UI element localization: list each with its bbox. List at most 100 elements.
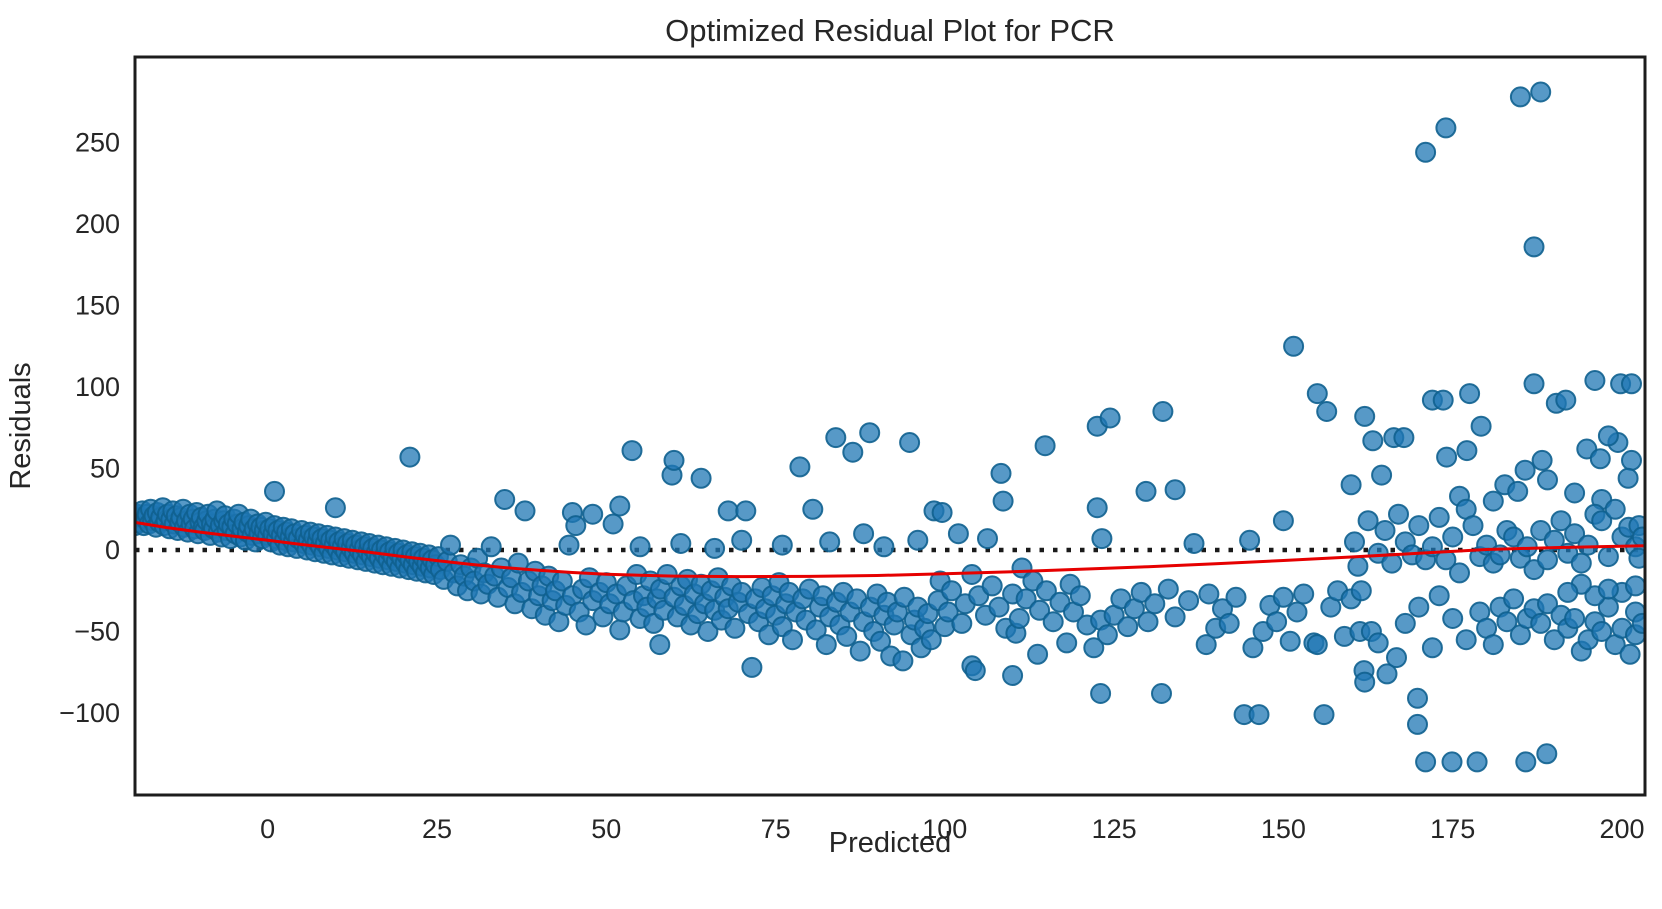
data-point xyxy=(1462,515,1484,537)
data-point xyxy=(1537,469,1558,491)
data-point xyxy=(1239,529,1261,551)
data-point xyxy=(1628,547,1645,569)
data-point xyxy=(988,596,1010,618)
data-point xyxy=(741,656,763,678)
data-point xyxy=(1421,637,1443,659)
data-point xyxy=(853,523,875,545)
x-tick-label: 175 xyxy=(1430,814,1475,844)
data-point xyxy=(1306,634,1328,656)
data-point xyxy=(1591,621,1613,642)
data-point xyxy=(1293,583,1315,605)
data-point xyxy=(1537,549,1558,571)
data-point xyxy=(873,536,895,558)
data-point xyxy=(947,523,969,545)
data-point xyxy=(805,619,827,641)
data-point xyxy=(937,601,959,623)
data-point xyxy=(1272,510,1294,532)
data-point xyxy=(1164,606,1186,628)
data-point xyxy=(1035,580,1057,602)
data-point xyxy=(1135,480,1157,502)
data-point xyxy=(575,614,597,636)
data-point xyxy=(892,650,914,672)
data-point xyxy=(1597,578,1619,600)
data-point xyxy=(782,629,803,651)
data-point xyxy=(1407,713,1428,735)
data-point xyxy=(992,490,1014,512)
data-point xyxy=(1515,751,1537,773)
data-point xyxy=(1441,751,1463,773)
data-point xyxy=(649,634,671,656)
data-point xyxy=(1415,141,1437,163)
data-point xyxy=(565,515,587,537)
x-tick-label: 150 xyxy=(1261,814,1306,844)
data-point xyxy=(1523,373,1545,395)
data-point xyxy=(621,440,643,462)
data-point xyxy=(1083,637,1105,659)
data-point xyxy=(1008,608,1030,629)
data-point xyxy=(859,422,881,444)
y-tick-label: 250 xyxy=(75,128,120,158)
x-tick-label: 125 xyxy=(1092,814,1137,844)
data-point xyxy=(990,462,1012,484)
data-point xyxy=(1117,616,1139,638)
data-point xyxy=(731,529,753,551)
data-point xyxy=(1096,624,1118,646)
data-point xyxy=(1507,480,1529,502)
data-point xyxy=(1286,601,1308,623)
data-point xyxy=(899,432,921,453)
data-point xyxy=(1570,552,1592,574)
plot-background xyxy=(135,57,1645,795)
data-point xyxy=(1442,608,1464,629)
y-tick-label: 200 xyxy=(75,209,120,239)
x-tick-label: 75 xyxy=(761,814,791,844)
data-point xyxy=(1557,581,1579,603)
data-point xyxy=(1344,531,1365,553)
data-point xyxy=(1178,590,1200,612)
data-point xyxy=(951,612,973,634)
data-point xyxy=(1428,506,1450,528)
data-point xyxy=(1130,581,1152,603)
data-point xyxy=(870,630,891,652)
data-point xyxy=(1584,370,1606,391)
data-point xyxy=(1531,449,1553,471)
data-point xyxy=(1283,335,1305,357)
data-point xyxy=(1589,448,1611,470)
data-point xyxy=(1313,704,1335,726)
data-point xyxy=(1408,596,1430,618)
data-point xyxy=(1137,611,1159,633)
x-tick-labels: 0 25 50 75 100 125 150 175 200 xyxy=(260,814,1644,844)
data-point xyxy=(1266,611,1288,633)
data-point xyxy=(1357,510,1379,532)
data-point xyxy=(1350,580,1372,602)
data-point xyxy=(1449,562,1470,584)
data-point xyxy=(717,500,739,522)
data-point xyxy=(1496,611,1518,633)
data-point xyxy=(264,480,285,502)
data-point xyxy=(1027,643,1049,665)
data-point xyxy=(815,634,837,656)
x-tick-label: 25 xyxy=(422,814,452,844)
data-point xyxy=(663,449,685,471)
y-tick-label: −100 xyxy=(59,698,120,728)
data-point xyxy=(1591,510,1613,532)
data-point xyxy=(1367,632,1389,654)
data-point xyxy=(670,533,692,554)
data-point xyxy=(849,640,871,662)
data-point xyxy=(1069,585,1091,607)
data-point xyxy=(981,575,1003,597)
data-point xyxy=(1362,430,1384,452)
data-point xyxy=(704,537,726,559)
data-point xyxy=(1218,612,1240,634)
data-point xyxy=(1034,435,1056,457)
y-axis-label: Residuals xyxy=(5,362,37,489)
data-point xyxy=(1631,612,1645,634)
data-point xyxy=(724,617,746,639)
data-point xyxy=(1456,440,1478,462)
data-point xyxy=(735,500,757,522)
data-point xyxy=(836,625,858,647)
data-point xyxy=(1371,464,1393,486)
data-point xyxy=(602,513,624,535)
data-point xyxy=(920,629,942,651)
